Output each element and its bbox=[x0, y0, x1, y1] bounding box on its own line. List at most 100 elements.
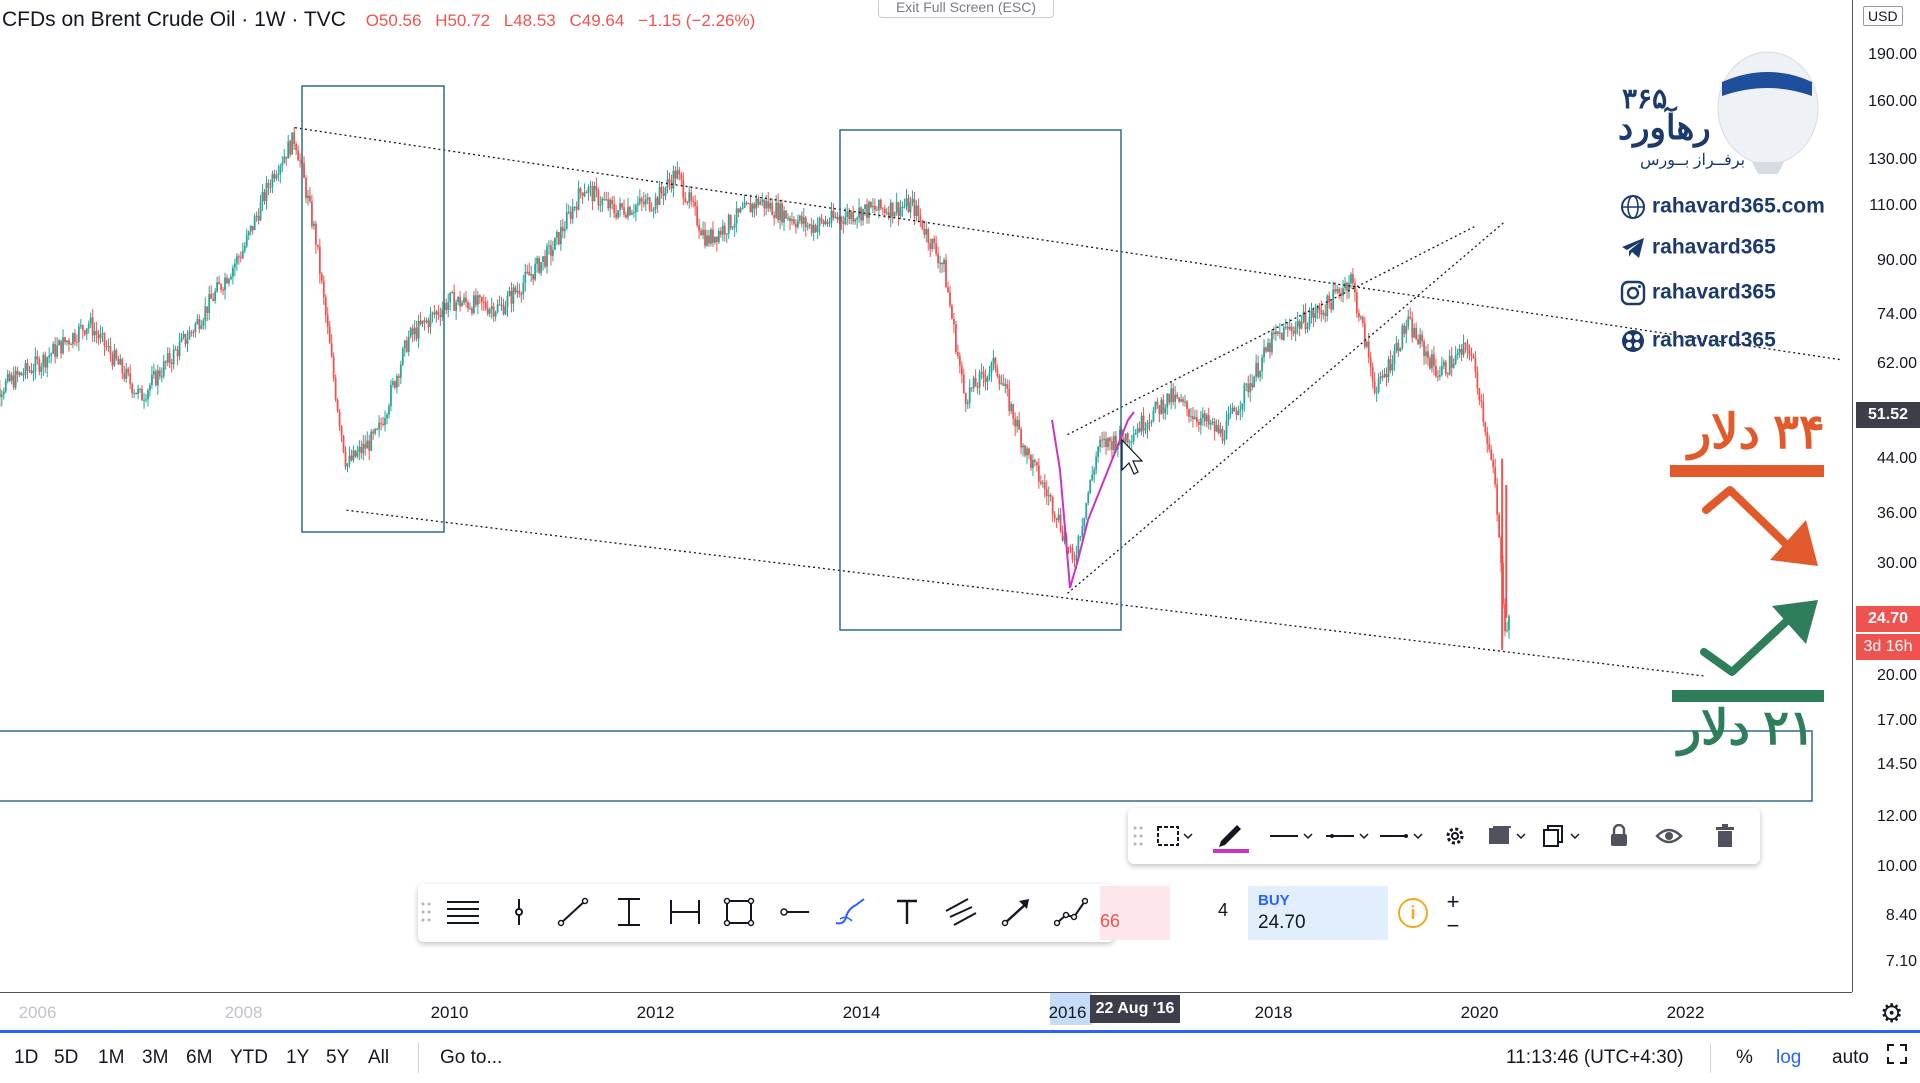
timeframe-button-1d[interactable]: 1D bbox=[14, 1047, 39, 1068]
timeframe-button-all[interactable]: All bbox=[368, 1047, 390, 1068]
candle-body bbox=[99, 333, 102, 339]
currency-label[interactable]: USD bbox=[1863, 6, 1903, 26]
candle-body bbox=[1182, 399, 1184, 402]
candle-body bbox=[320, 274, 323, 281]
candle-body bbox=[149, 385, 151, 391]
path-tool-icon[interactable] bbox=[1048, 892, 1094, 932]
candle-body bbox=[682, 179, 685, 199]
telegram-link[interactable]: rahavard365 bbox=[1620, 235, 1776, 261]
parallel-channel-icon[interactable] bbox=[938, 892, 984, 932]
chart-pane[interactable]: CFDs on Brent Crude Oil · 1W · TVC O50.5… bbox=[0, 0, 1852, 992]
drag-handle-icon[interactable] bbox=[1130, 816, 1146, 856]
candle-body bbox=[1322, 312, 1325, 315]
candle-body bbox=[388, 406, 390, 415]
arrow-tool-icon[interactable] bbox=[994, 892, 1040, 932]
instagram-link[interactable]: rahavard365 bbox=[1620, 280, 1776, 306]
drawing-tools-toolbar[interactable] bbox=[418, 884, 1114, 942]
visibility-order-icon[interactable] bbox=[1484, 816, 1530, 856]
candle-body bbox=[204, 306, 207, 321]
quantity-field[interactable]: 4 bbox=[1218, 900, 1229, 920]
price-range-icon[interactable] bbox=[606, 892, 652, 932]
website-link[interactable]: rahavard365.com bbox=[1620, 194, 1825, 220]
aparat-link[interactable]: rahavard365 bbox=[1620, 328, 1776, 354]
log-toggle[interactable]: log bbox=[1776, 1047, 1802, 1068]
candle-body bbox=[283, 156, 286, 163]
eye-icon[interactable] bbox=[1646, 816, 1692, 856]
rising-wedge-upper-trendline[interactable] bbox=[1067, 226, 1475, 436]
timeframe-button-5d[interactable]: 5D bbox=[54, 1047, 79, 1068]
candle-body bbox=[226, 277, 228, 284]
time-tick-label: 2008 bbox=[224, 1003, 263, 1022]
text-tool-icon[interactable] bbox=[884, 892, 930, 932]
line-end-icon[interactable] bbox=[1378, 816, 1424, 856]
buy-button[interactable]: BUY 24.70 bbox=[1248, 886, 1388, 940]
range-box-bottom[interactable] bbox=[0, 730, 1813, 802]
upper-channel-trendline[interactable] bbox=[294, 127, 1841, 361]
symbol-legend[interactable]: CFDs on Brent Crude Oil · 1W · TVC O50.5… bbox=[2, 8, 764, 32]
horizontal-ray-icon[interactable] bbox=[772, 892, 818, 932]
timeframe-button-3m[interactable]: 3M bbox=[142, 1047, 169, 1068]
percent-toggle[interactable]: % bbox=[1736, 1047, 1753, 1068]
fullscreen-icon[interactable] bbox=[1886, 1043, 1908, 1071]
timeframe-button-5y[interactable]: 5Y bbox=[326, 1047, 350, 1068]
candle-body bbox=[1415, 327, 1418, 340]
rising-wedge-lower-trendline[interactable] bbox=[1067, 220, 1506, 594]
vertical-line-icon[interactable] bbox=[496, 892, 542, 932]
drawing-properties-toolbar[interactable] bbox=[1128, 808, 1760, 864]
timeframe-button-1m[interactable]: 1M bbox=[98, 1047, 125, 1068]
candle-body bbox=[469, 308, 471, 310]
sell-button[interactable]: 66 bbox=[1100, 886, 1170, 940]
template-icon[interactable] bbox=[1152, 816, 1198, 856]
chart-settings-gear-icon[interactable]: ⚙ bbox=[1880, 998, 1904, 1028]
highlight-box-2008[interactable] bbox=[301, 85, 445, 533]
candle-body bbox=[411, 328, 414, 335]
timeframe-button-ytd[interactable]: YTD bbox=[230, 1047, 268, 1068]
line-color-icon[interactable] bbox=[1208, 816, 1254, 856]
date-range-icon[interactable] bbox=[662, 892, 708, 932]
candle-body bbox=[1136, 428, 1139, 434]
candle-body bbox=[72, 333, 74, 345]
trend-line-icon[interactable] bbox=[550, 892, 596, 932]
timeframe-button-6m[interactable]: 6M bbox=[186, 1047, 213, 1068]
decrease-button[interactable]: − bbox=[1446, 913, 1460, 938]
quantity-stepper[interactable]: + − bbox=[1442, 890, 1464, 938]
candle-body bbox=[1401, 325, 1404, 349]
candle-body bbox=[1109, 437, 1111, 442]
increase-button[interactable]: + bbox=[1446, 889, 1460, 914]
candle-body bbox=[737, 208, 740, 213]
candle-body bbox=[956, 352, 959, 356]
time-axis[interactable]: 2006 2008 2010 2012 2014 2016 2018 2020 2022 22 … bbox=[0, 992, 1852, 1029]
candle-body bbox=[1164, 407, 1167, 414]
line-style-icon[interactable] bbox=[1324, 816, 1370, 856]
info-icon[interactable]: i bbox=[1398, 898, 1428, 928]
settings-gear-icon[interactable] bbox=[1432, 816, 1478, 856]
candle-body bbox=[1508, 616, 1510, 631]
lock-icon[interactable] bbox=[1596, 816, 1642, 856]
candle-body bbox=[1166, 393, 1169, 408]
auto-toggle[interactable]: auto bbox=[1832, 1047, 1869, 1068]
candle-body bbox=[314, 223, 317, 245]
highlight-box-2014[interactable] bbox=[839, 129, 1122, 631]
clock[interactable]: 11:13:46 (UTC+4:30) bbox=[1506, 1047, 1684, 1068]
candle-body bbox=[198, 318, 201, 329]
rectangle-icon[interactable] bbox=[716, 892, 762, 932]
timeframe-button-1y[interactable]: 1Y bbox=[286, 1047, 310, 1068]
horizontal-lines-icon[interactable] bbox=[440, 892, 486, 932]
brush-icon[interactable] bbox=[828, 892, 874, 932]
candle-body bbox=[530, 274, 533, 276]
lower-channel-trendline[interactable] bbox=[346, 509, 1707, 677]
exit-fullscreen-button[interactable]: Exit Full Screen (ESC) bbox=[878, 0, 1054, 18]
price-axis[interactable]: USD 190.00 160.00 130.00 110.00 90.00 74.00 62… bbox=[1852, 0, 1920, 992]
instagram-text: rahavard365 bbox=[1652, 280, 1776, 304]
goto-button[interactable]: Go to... bbox=[440, 1047, 503, 1068]
order-panel[interactable]: 66 4 BUY 24.70 i + − bbox=[1100, 886, 1470, 940]
price-chart[interactable] bbox=[0, 0, 1852, 992]
candle-body bbox=[1103, 438, 1105, 440]
drag-handle-icon[interactable] bbox=[418, 892, 434, 932]
candle-body bbox=[24, 363, 27, 375]
candle-body bbox=[259, 201, 262, 221]
trash-icon[interactable] bbox=[1702, 816, 1748, 856]
line-width-icon[interactable] bbox=[1268, 816, 1314, 856]
brush-stroke[interactable] bbox=[1051, 411, 1135, 589]
clone-icon[interactable] bbox=[1538, 816, 1584, 856]
